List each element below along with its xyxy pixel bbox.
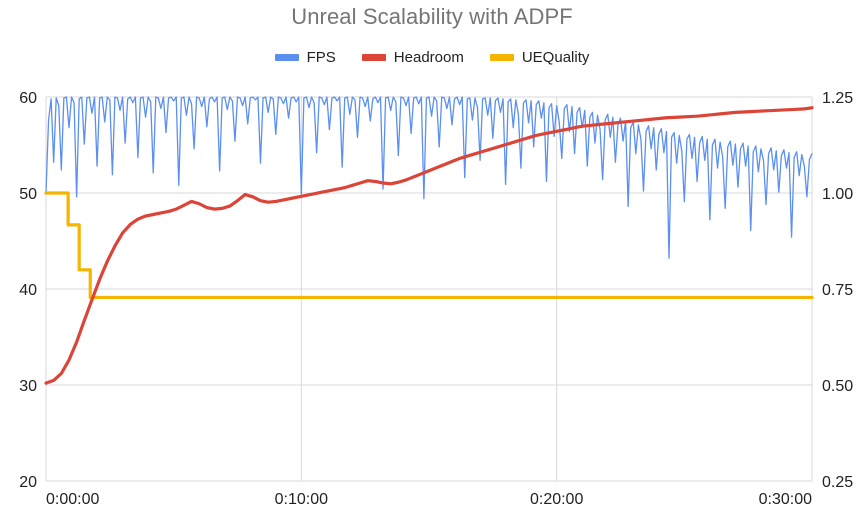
left-tick-label: 40 [19,282,37,299]
series-line-uequality [44,191,814,300]
gridlines [46,96,812,482]
right-tick-label: 1.25 [822,90,853,107]
chart-legend: FPS Headroom UEQuality [0,49,864,66]
legend-swatch-fps [274,54,299,61]
legend-label-uequality: UEQuality [521,49,590,66]
x-tick-label: 0:10:00 [275,491,328,508]
plot-border [45,97,813,481]
right-axis-ticks: 0.25 0.50 0.75 1.00 1.25 [822,90,853,491]
right-tick-label: 1.00 [822,186,853,203]
left-tick-label: 50 [19,186,37,203]
series-layer [44,96,814,385]
chart-title: Unreal Scalability with ADPF [291,4,573,29]
series-line-headroom [44,106,814,385]
legend-swatch-headroom [361,54,386,61]
legend-item-fps[interactable]: FPS [274,49,336,66]
series-line-fps [45,96,813,259]
left-tick-label: 20 [19,474,37,491]
left-tick-label: 60 [19,90,37,107]
right-tick-label: 0.25 [822,474,853,491]
x-tick-label: 0:30:00 [759,491,812,508]
legend-item-headroom[interactable]: Headroom [361,49,464,66]
legend-item-uequality[interactable]: UEQuality [489,49,590,66]
x-tick-label: 0:00:00 [46,491,99,508]
legend-label-headroom: Headroom [393,49,464,66]
x-axis-ticks: 0:00:00 0:10:00 0:20:00 0:30:00 [46,491,812,508]
right-tick-label: 0.75 [822,282,853,299]
legend-label-fps: FPS [306,49,336,66]
x-tick-label: 0:20:00 [530,491,583,508]
legend-swatch-uequality [489,54,514,61]
right-tick-label: 0.50 [822,378,853,395]
left-tick-label: 30 [19,378,37,395]
left-axis-ticks: 20 30 40 50 60 [19,90,37,491]
